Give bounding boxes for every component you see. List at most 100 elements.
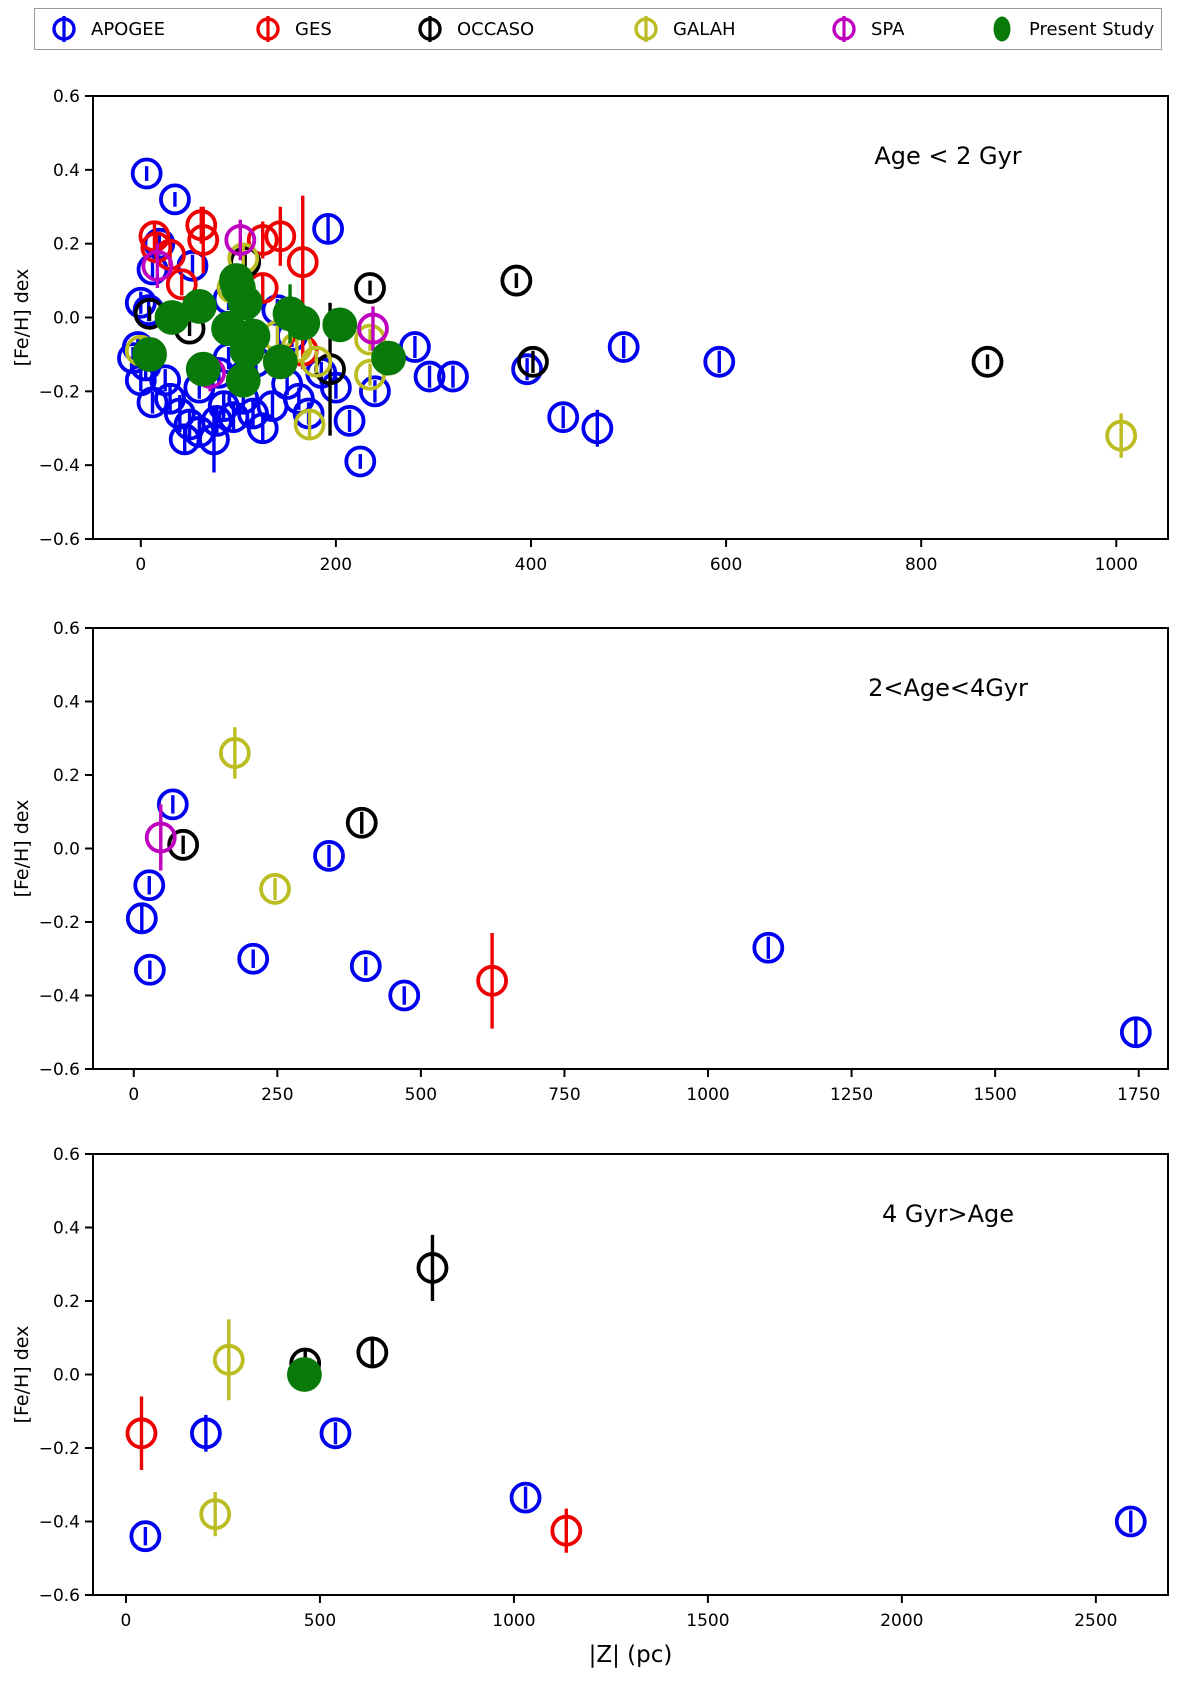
plot-frame xyxy=(92,627,1169,1070)
y-tick-label: 0.4 xyxy=(53,161,80,181)
spa-marker-icon xyxy=(832,16,856,42)
data-point xyxy=(264,220,297,253)
data-point xyxy=(703,345,736,378)
y-tick-label: 0.4 xyxy=(53,1219,80,1239)
panel-3: 0 500 1000 1500 2000 2500 0.6 0.4 0.2 0.0 −0.2 −0.4… xyxy=(11,1145,1169,1631)
data-point xyxy=(437,360,469,393)
legend-item-ges[interactable]: GES xyxy=(253,9,332,49)
data-point xyxy=(333,404,366,437)
y-tick-label: 0.0 xyxy=(53,309,80,329)
data-point xyxy=(1105,419,1138,452)
x-tick-label: 250 xyxy=(261,1085,293,1105)
data-point xyxy=(388,979,421,1012)
data-point xyxy=(199,1498,232,1531)
data-point xyxy=(144,821,177,854)
data-point xyxy=(354,272,386,304)
data-point xyxy=(357,312,389,345)
x-tick-label: 750 xyxy=(548,1085,580,1105)
legend-label: OCCASO xyxy=(457,18,535,40)
legend: APOGEE GES OCCASO GALAH SPA Present Study xyxy=(34,8,1162,50)
x-tick-label: 400 xyxy=(515,555,547,575)
y-tick-label: −0.4 xyxy=(39,987,80,1007)
data-point xyxy=(141,249,174,282)
data-point xyxy=(349,950,382,982)
y-tick-label: 0.0 xyxy=(53,1366,80,1386)
data-point xyxy=(133,869,166,902)
legend-label: GES xyxy=(295,18,332,40)
x-tick-label: 1500 xyxy=(686,1611,729,1631)
data-point xyxy=(550,1514,583,1547)
legend-item-present-study[interactable]: Present Study xyxy=(987,9,1154,49)
data-point xyxy=(165,268,198,301)
data-point xyxy=(313,839,345,872)
panel-1: 0 200 400 600 800 1000 0.6 0.4 0.2 0.0 −0.2 −0.4 −0.… xyxy=(11,87,1169,575)
y-tick-label: 0.6 xyxy=(53,87,80,107)
data-point xyxy=(1119,1016,1152,1049)
x-tick-label: 600 xyxy=(710,555,742,575)
y-tick-label: −0.2 xyxy=(39,1439,80,1459)
data-point xyxy=(259,873,291,905)
legend-label: APOGEE xyxy=(91,18,166,40)
series-occaso xyxy=(167,806,378,861)
x-tick-label: 1750 xyxy=(1117,1085,1160,1105)
data-point xyxy=(235,318,271,354)
data-point xyxy=(293,408,326,441)
y-tick-label: 0.6 xyxy=(53,619,80,639)
data-point xyxy=(322,307,358,343)
x-axis-label: |Z| (pc) xyxy=(589,1642,673,1668)
data-point xyxy=(345,806,378,839)
data-point xyxy=(200,404,233,437)
data-point xyxy=(319,371,352,404)
data-point xyxy=(547,401,580,434)
panel-annotation: 4 Gyr>Age xyxy=(882,1200,1014,1228)
series-apogee xyxy=(129,1414,1147,1553)
legend-item-apogee[interactable]: APOGEE xyxy=(49,9,165,49)
y-axis-label: [Fe/H] dex xyxy=(11,800,33,898)
data-point xyxy=(167,828,200,861)
x-tick-label: 800 xyxy=(905,555,937,575)
data-point xyxy=(156,788,189,821)
data-point xyxy=(371,340,406,376)
y-tick-label: −0.6 xyxy=(39,1060,80,1080)
data-point xyxy=(129,1520,162,1553)
data-point xyxy=(237,942,270,975)
ges-marker-icon xyxy=(256,16,280,42)
y-tick-label: 0.4 xyxy=(53,693,80,713)
data-point xyxy=(159,183,191,216)
legend-label: SPA xyxy=(871,18,905,40)
data-point xyxy=(189,1417,222,1450)
data-point xyxy=(1114,1505,1147,1538)
series-galah xyxy=(218,727,291,905)
legend-item-spa[interactable]: SPA xyxy=(829,9,904,49)
data-point xyxy=(125,902,158,935)
data-point xyxy=(319,1417,352,1450)
x-tick-label: 0 xyxy=(121,1611,132,1631)
data-point xyxy=(476,964,509,997)
data-point xyxy=(185,351,221,387)
y-tick-label: −0.6 xyxy=(39,530,80,550)
y-tick-label: −0.6 xyxy=(39,1586,80,1606)
y-tick-label: 0.2 xyxy=(53,1292,80,1312)
data-point xyxy=(149,364,182,397)
legend-label: GALAH xyxy=(673,18,736,40)
y-tick-label: −0.4 xyxy=(39,456,80,476)
x-tick-label: 0 xyxy=(128,1085,139,1105)
data-point xyxy=(300,345,333,378)
y-tick-label: 0.2 xyxy=(53,766,80,786)
data-point xyxy=(511,353,543,386)
data-point xyxy=(359,375,391,408)
y-axis-label: [Fe/H] dex xyxy=(11,269,33,367)
data-point xyxy=(413,360,446,393)
series-ges xyxy=(125,1396,583,1553)
panel-annotation: Age < 2 Gyr xyxy=(874,142,1021,170)
legend-item-occaso[interactable]: OCCASO xyxy=(415,9,534,49)
data-point xyxy=(581,412,614,445)
legend-item-galah[interactable]: GALAH xyxy=(631,9,736,49)
data-point xyxy=(125,1417,158,1450)
data-point xyxy=(356,1336,389,1369)
x-tick-label: 1000 xyxy=(492,1611,535,1631)
apogee-marker-icon xyxy=(52,16,76,42)
y-tick-label: −0.2 xyxy=(39,382,80,402)
panel-2: 0 250 500 750 1000 1250 1500 1750 0.6 0.4 0.2 0.0 −0… xyxy=(11,619,1169,1105)
